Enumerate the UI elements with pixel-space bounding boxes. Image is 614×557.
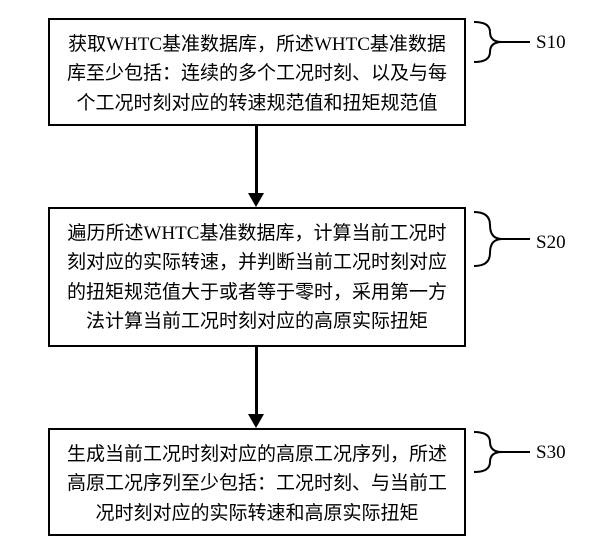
flowchart-canvas: 获取WHTC基准数据库，所述WHTC基准数据库至少包括：连续的多个工况时刻、以及…	[0, 0, 614, 557]
arrow-s20-s30-head	[248, 414, 264, 428]
arrow-s10-s20	[255, 126, 258, 193]
step-s20-box: 遍历所述WHTC基准数据库，计算当前工况时刻对应的实际转速，并判断当前工况时刻对…	[48, 207, 466, 347]
step-s10-text: 获取WHTC基准数据库，所述WHTC基准数据库至少包括：连续的多个工况时刻、以及…	[67, 34, 447, 114]
arrow-s10-s20-head	[248, 193, 264, 207]
step-s20-brace	[470, 210, 532, 268]
step-s30-text: 生成当前工况时刻对应的高原工况序列，所述高原工况序列至少包括：工况时刻、与当前工…	[67, 444, 447, 524]
step-s30-brace	[470, 430, 532, 474]
step-s30-box: 生成当前工况时刻对应的高原工况序列，所述高原工况序列至少包括：工况时刻、与当前工…	[48, 428, 466, 536]
step-s10-label: S10	[536, 32, 566, 54]
step-s10-brace	[470, 20, 532, 64]
step-s20-text: 遍历所述WHTC基准数据库，计算当前工况时刻对应的实际转速，并判断当前工况时刻对…	[67, 223, 447, 332]
arrow-s20-s30	[255, 347, 258, 414]
step-s20-label: S20	[536, 232, 566, 254]
step-s10-box: 获取WHTC基准数据库，所述WHTC基准数据库至少包括：连续的多个工况时刻、以及…	[48, 18, 466, 126]
step-s30-label: S30	[536, 442, 566, 464]
